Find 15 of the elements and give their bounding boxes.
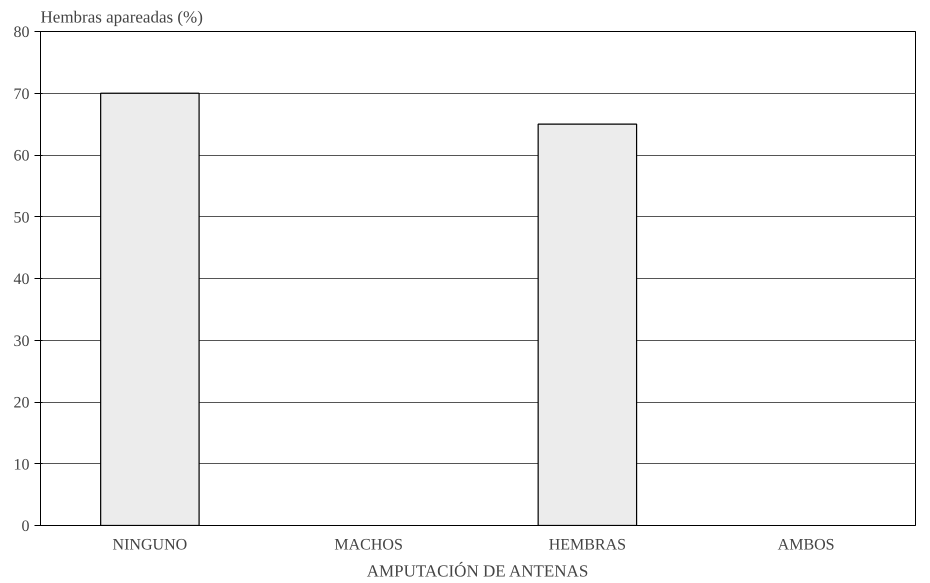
x-axis-title: AMPUTACIÓN DE ANTENAS <box>366 562 588 580</box>
y-tick-label: 0 <box>22 518 30 535</box>
x-tick-label: HEMBRAS <box>548 536 626 554</box>
x-tick-label: NINGUNO <box>112 536 188 554</box>
y-tick-label: 40 <box>14 271 30 288</box>
y-tick-label: 10 <box>14 456 30 474</box>
y-tick-label: 60 <box>14 148 30 164</box>
y-tick-label: 70 <box>14 86 30 103</box>
y-tick-label: 20 <box>14 394 30 412</box>
y-axis-title: Hembras apareadas (%) <box>40 8 203 26</box>
x-tick-label: MACHOS <box>334 536 403 554</box>
x-tick-label: AMBOS <box>778 536 835 554</box>
y-tick-label: 50 <box>14 209 30 226</box>
y-tick-label: 30 <box>14 332 30 350</box>
y-tick-label: 80 <box>14 24 30 41</box>
